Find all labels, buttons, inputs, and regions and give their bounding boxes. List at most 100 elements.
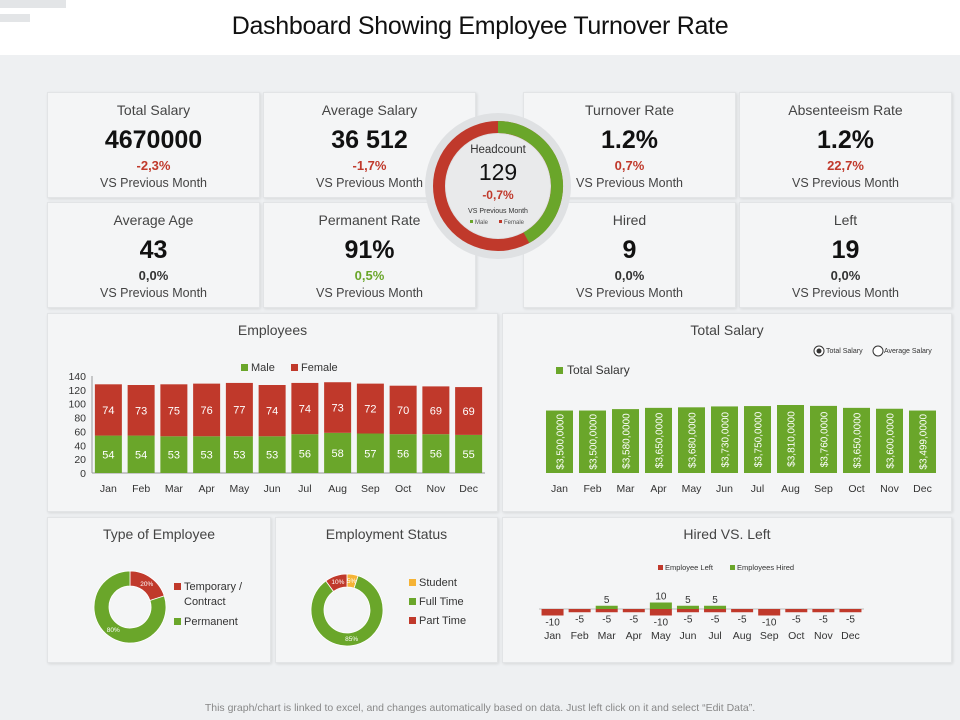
data-label-left: -5 (629, 614, 638, 625)
y-tick-label: 40 (74, 440, 86, 452)
bar-employees-hired[interactable] (649, 602, 672, 610)
bar-employee-left[interactable] (731, 609, 754, 613)
bar-female[interactable] (389, 385, 417, 435)
panel-title: Type of Employee (102, 526, 216, 542)
radio-icon[interactable] (872, 345, 884, 357)
bar-total-salary[interactable] (678, 407, 705, 473)
kpi-change: 0,0% (614, 268, 645, 283)
bar-total-salary[interactable] (612, 409, 639, 473)
kpi-average-age[interactable]: Average Age 43 0,0% VS Previous Month (47, 202, 260, 308)
bar-total-salary[interactable] (546, 410, 573, 473)
x-tick-label: Mar (616, 483, 635, 495)
bar-female[interactable] (455, 387, 483, 435)
data-label-male: 53 (266, 450, 278, 462)
bar-employee-left[interactable] (568, 609, 591, 613)
bar-employees-hired[interactable] (704, 605, 727, 609)
employees-panel[interactable]: Employees Male Female 0 20 40 60 80 100 120 140… (47, 313, 498, 512)
bar-employee-left[interactable] (839, 609, 862, 613)
bar-female[interactable] (94, 384, 122, 436)
kpi-value: 4670000 (104, 126, 203, 154)
bar-male[interactable] (455, 434, 483, 473)
bar-female[interactable] (193, 383, 221, 437)
decor-tab (0, 0, 66, 8)
employment-status-panel[interactable]: Employment Status 5% 85% 10% Student Full … (275, 517, 498, 663)
headcount-change: -0,7% (482, 188, 514, 202)
bar-female[interactable] (127, 385, 155, 436)
headcount-widget[interactable]: Headcount 129 -0,7% VS Previous Month Ma… (425, 113, 571, 259)
type-of-employee-chart: 20% 80% Temporary / Contract Permanent (93, 570, 243, 644)
bar-employee-left[interactable] (595, 609, 618, 613)
bar-total-salary[interactable] (909, 410, 936, 473)
bar-female[interactable] (258, 385, 286, 437)
legend-swatch-left (658, 565, 663, 570)
kpi-left[interactable]: Left 19 0,0% VS Previous Month (739, 202, 952, 308)
bar-male[interactable] (324, 432, 352, 473)
kpi-sub: VS Previous Month (316, 286, 423, 300)
bar-male[interactable] (356, 433, 384, 473)
total-salary-panel[interactable]: Total Salary Total Salary Average Salary… (502, 313, 952, 512)
x-tick-label: Jan (544, 630, 561, 642)
bar-male[interactable] (258, 436, 286, 473)
page-title: Dashboard Showing Employee Turnover Rate (231, 12, 729, 40)
donut-slice[interactable] (325, 573, 348, 592)
x-tick-label: Dec (841, 630, 860, 642)
panel-title: Total Salary (690, 322, 764, 338)
bar-employee-left[interactable] (704, 609, 727, 613)
bar-total-salary[interactable] (876, 408, 903, 473)
bar-employee-left[interactable] (541, 609, 564, 616)
bar-employee-left[interactable] (649, 609, 672, 616)
bar-female[interactable] (160, 384, 188, 437)
bar-employee-left[interactable] (676, 609, 699, 613)
type-of-employee-panel[interactable]: Type of Employee 20% 80% Temporary / Cont… (47, 517, 271, 663)
bar-employees-hired[interactable] (595, 605, 618, 609)
bar-male[interactable] (193, 436, 221, 473)
bar-total-salary[interactable] (711, 406, 738, 473)
bar-male[interactable] (389, 434, 417, 473)
bar-female[interactable] (291, 382, 319, 435)
bar-male[interactable] (94, 435, 122, 473)
x-tick-label: May (682, 483, 703, 495)
total-salary-chart: Total Salary Average Salary Total Salary… (546, 345, 936, 495)
bar-total-salary[interactable] (843, 407, 870, 473)
bar-employee-left[interactable] (812, 609, 835, 613)
bar-total-salary[interactable] (777, 405, 804, 473)
option-total-salary[interactable]: Total Salary (813, 345, 863, 357)
x-tick-label: Nov (880, 483, 899, 495)
kpi-value: 43 (139, 236, 168, 264)
bar-employee-left[interactable] (785, 609, 808, 613)
x-tick-label: Mar (165, 483, 184, 495)
donut-slice[interactable] (310, 575, 384, 647)
bar-employees-hired[interactable] (676, 605, 699, 609)
bar-male[interactable] (225, 436, 253, 473)
bar-male[interactable] (160, 436, 188, 473)
kpi-total-salary[interactable]: Total Salary 4670000 -2,3% VS Previous M… (47, 92, 260, 198)
donut-slice[interactable] (93, 570, 167, 644)
bar-total-salary[interactable] (810, 405, 837, 473)
data-label-hired: 5 (685, 595, 691, 606)
bar-male[interactable] (127, 435, 155, 473)
bar-female[interactable] (324, 382, 352, 433)
bar-employee-left[interactable] (758, 609, 781, 616)
bar-total-salary[interactable] (579, 410, 606, 473)
bar-total-salary[interactable] (744, 406, 771, 473)
y-tick-label: 20 (74, 454, 86, 466)
data-label-female: 74 (266, 406, 278, 418)
headcount-legend-male: Male (475, 220, 489, 226)
option-average-salary[interactable]: Average Salary (872, 345, 932, 357)
bar-total-salary[interactable] (645, 407, 672, 473)
x-tick-label: May (651, 630, 672, 642)
legend-temporary-line1: Temporary / (184, 581, 243, 593)
x-tick-label: Jun (716, 483, 733, 495)
x-tick-label: Jul (298, 483, 311, 495)
x-tick-label: Aug (328, 483, 347, 495)
hired-vs-left-panel[interactable]: Hired VS. Left Employee Left Employees H… (502, 517, 952, 663)
kpi-absenteeism-rate[interactable]: Absenteeism Rate 1.2% 22,7% VS Previous … (739, 92, 952, 198)
data-label-female: 72 (364, 404, 376, 416)
bar-employee-left[interactable] (622, 609, 645, 613)
bar-female[interactable] (225, 382, 253, 437)
bar-male[interactable] (291, 434, 319, 473)
bar-female[interactable] (356, 383, 384, 434)
bar-male[interactable] (422, 434, 450, 473)
bar-female[interactable] (422, 386, 450, 435)
data-label-salary: $3,750,0000 (754, 411, 765, 467)
